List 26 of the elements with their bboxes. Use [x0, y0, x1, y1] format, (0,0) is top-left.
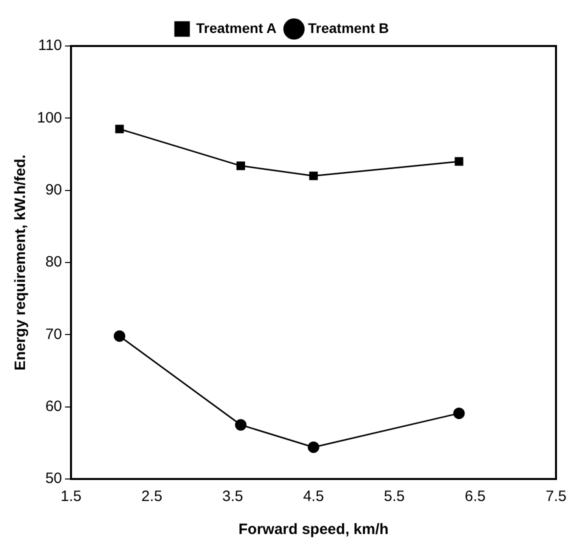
point — [454, 157, 464, 166]
point — [115, 124, 124, 134]
point — [235, 419, 247, 431]
y-tick-label: 100 — [36, 109, 62, 126]
x-tick-label: 7.5 — [546, 488, 566, 506]
y-tick-label: 50 — [45, 470, 62, 488]
x-tick-label: 2.5 — [141, 488, 162, 506]
x-tick-label: 6.5 — [464, 488, 486, 506]
point — [236, 162, 246, 170]
point — [309, 172, 318, 180]
point — [308, 441, 320, 453]
y-axis-title: Energy requirement, kW.h/fed. — [12, 154, 30, 370]
y-tick-label: 70 — [45, 326, 62, 343]
legend-label: Treatment A — [196, 20, 276, 36]
x-axis-title: Forward speed, km/h — [238, 521, 389, 538]
point — [453, 408, 465, 420]
y-tick-label: 60 — [45, 398, 62, 415]
x-tick-label: 3.5 — [222, 488, 244, 506]
legend-label: Treatment B — [308, 20, 389, 36]
x-tick-label: 5.5 — [384, 488, 405, 506]
point — [114, 330, 126, 342]
x-tick-label: 4.5 — [303, 488, 324, 506]
y-tick-label: 80 — [45, 254, 62, 271]
y-tick-label: 110 — [38, 37, 62, 54]
x-tick-label: 1.5 — [60, 488, 82, 506]
y-tick-label: 90 — [45, 181, 62, 198]
